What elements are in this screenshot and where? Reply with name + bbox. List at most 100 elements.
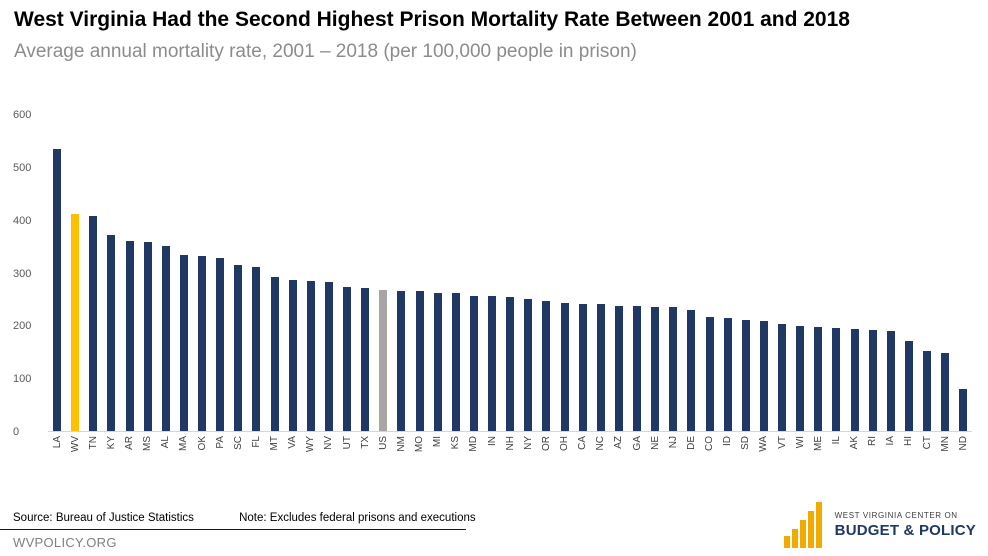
- bar-column-ca: CA: [574, 115, 592, 450]
- x-axis-label-wrap-ak: AK: [846, 436, 864, 449]
- bar-wi: [796, 326, 805, 431]
- x-axis-label-ne: NE: [649, 436, 661, 450]
- bar-de: [687, 310, 696, 431]
- bar-column-nm: NM: [392, 115, 410, 452]
- bar-column-mi: MI: [429, 115, 447, 447]
- x-axis-label-nh: NH: [504, 436, 516, 451]
- bar-sc: [234, 264, 243, 431]
- x-axis-label-wrap-nd: ND: [954, 436, 972, 450]
- x-axis-label-wrap-or: OR: [537, 436, 555, 451]
- bar-column-mn: MN: [936, 115, 954, 452]
- x-axis-label-tx: TX: [359, 436, 371, 449]
- x-axis-label-wrap-wi: WI: [791, 436, 809, 448]
- bar-column-nc: NC: [592, 115, 610, 450]
- bar-column-in: IN: [483, 115, 501, 446]
- x-axis-label-wrap-vt: VT: [773, 436, 791, 449]
- bar-column-ne: NE: [646, 115, 664, 450]
- x-axis-label-wrap-nj: NJ: [664, 436, 682, 448]
- x-axis-label-ok: OK: [196, 436, 208, 451]
- bar-column-fl: FL: [247, 115, 265, 448]
- x-axis-label-wrap-me: ME: [809, 436, 827, 451]
- bar-mn: [941, 353, 950, 431]
- x-axis-label-fl: FL: [250, 436, 262, 448]
- x-axis-label-wrap-sd: SD: [737, 436, 755, 450]
- x-axis-label-la: LA: [51, 436, 63, 449]
- bar-nj: [669, 307, 678, 431]
- bar-id: [723, 318, 732, 431]
- x-axis-label-de: DE: [685, 436, 697, 450]
- bar-la: [53, 149, 62, 431]
- bar-column-ok: OK: [193, 115, 211, 450]
- x-axis-label-ct: CT: [921, 436, 933, 450]
- x-axis-label-ky: KY: [105, 436, 117, 450]
- x-axis-label-sd: SD: [740, 436, 752, 450]
- bar-column-mt: MT: [266, 115, 284, 450]
- y-axis: 0 100 200 300 400 500 600: [13, 109, 45, 438]
- bar-column-il: IL: [827, 115, 845, 444]
- source-text: Source: Bureau of Justice Statistics: [13, 512, 194, 524]
- y-tick-label-500: 500: [13, 161, 32, 174]
- bars: LA WV TN KY AR MS AL MA OK PA SC FL MT VA WY NV UT TX US NM…: [48, 115, 972, 452]
- x-axis-label-us: US: [377, 436, 389, 450]
- bar-us: [379, 290, 388, 431]
- bar-vt: [778, 323, 787, 431]
- bar-column-ga: GA: [628, 115, 646, 450]
- bar-column-pa: PA: [211, 115, 229, 449]
- x-axis-label-ia: IA: [885, 436, 897, 446]
- logo-line2: BUDGET & POLICY: [834, 522, 976, 539]
- bar-md: [469, 295, 478, 431]
- x-axis-label-wrap-ia: IA: [882, 436, 900, 445]
- bar-wv: [71, 214, 80, 431]
- x-axis-label-wrap-in: IN: [483, 436, 501, 446]
- bar-column-md: MD: [465, 115, 483, 452]
- x-axis-label-wrap-tn: TN: [84, 436, 102, 449]
- bar-co: [705, 317, 714, 431]
- bar-column-ar: AR: [121, 115, 139, 450]
- x-axis-label-wi: WI: [794, 436, 806, 449]
- x-axis-label-wrap-co: CO: [701, 436, 719, 451]
- x-axis-label-nv: NV: [323, 436, 335, 450]
- x-axis-label-wrap-ut: UT: [338, 436, 356, 449]
- x-axis-label-wrap-ny: NY: [519, 436, 537, 450]
- bar-chart-icon: [783, 502, 822, 548]
- bar-column-wv: WV: [66, 115, 84, 452]
- bar-me: [814, 327, 823, 431]
- x-axis-label-ut: UT: [341, 436, 353, 450]
- x-axis-label-wrap-ma: MA: [175, 436, 193, 451]
- x-axis-label-wrap-wv: WV: [66, 436, 84, 452]
- bar-sd: [741, 320, 750, 431]
- bar-column-tn: TN: [84, 115, 102, 449]
- x-axis-label-wrap-sc: SC: [229, 436, 247, 450]
- x-axis-label-ma: MA: [178, 436, 190, 451]
- plot-area: LA WV TN KY AR MS AL MA OK PA SC FL MT VA WY NV UT TX US NM…: [48, 115, 972, 452]
- x-axis-label-wrap-pa: PA: [211, 436, 229, 449]
- bar-column-nh: NH: [501, 115, 519, 450]
- x-axis-label-wrap-il: IL: [827, 436, 845, 444]
- bar-column-hi: HI: [900, 115, 918, 446]
- bar-column-wi: WI: [791, 115, 809, 448]
- bar-column-nd: ND: [954, 115, 972, 450]
- x-axis-label-va: VA: [287, 436, 299, 449]
- x-axis-label-wrap-us: US: [374, 436, 392, 450]
- x-axis-label-az: AZ: [613, 436, 625, 449]
- x-axis-label-oh: OH: [559, 436, 571, 451]
- x-axis-label-tn: TN: [87, 436, 99, 450]
- bar-ms: [143, 242, 152, 431]
- x-axis-label-wrap-oh: OH: [556, 436, 574, 451]
- bar-column-sc: SC: [229, 115, 247, 450]
- bar-column-va: VA: [284, 115, 302, 449]
- x-axis-label-nc: NC: [595, 436, 607, 451]
- x-axis-label-ks: KS: [450, 436, 462, 450]
- footer-url: WVPOLICY.ORG: [13, 535, 117, 550]
- x-axis-label-wrap-mi: MI: [429, 436, 447, 447]
- bar-column-az: AZ: [610, 115, 628, 449]
- chart-title: West Virginia Had the Second Highest Pri…: [14, 8, 850, 31]
- bar-column-nv: NV: [320, 115, 338, 450]
- y-tick-label-600: 600: [13, 109, 32, 121]
- bar-column-ak: AK: [846, 115, 864, 449]
- x-axis-label-wrap-hi: HI: [900, 436, 918, 446]
- x-axis-label-wrap-fl: FL: [247, 436, 265, 448]
- x-axis-label-wrap-mo: MO: [411, 436, 429, 452]
- x-axis-label-wrap-ar: AR: [121, 436, 139, 450]
- bar-in: [488, 296, 497, 431]
